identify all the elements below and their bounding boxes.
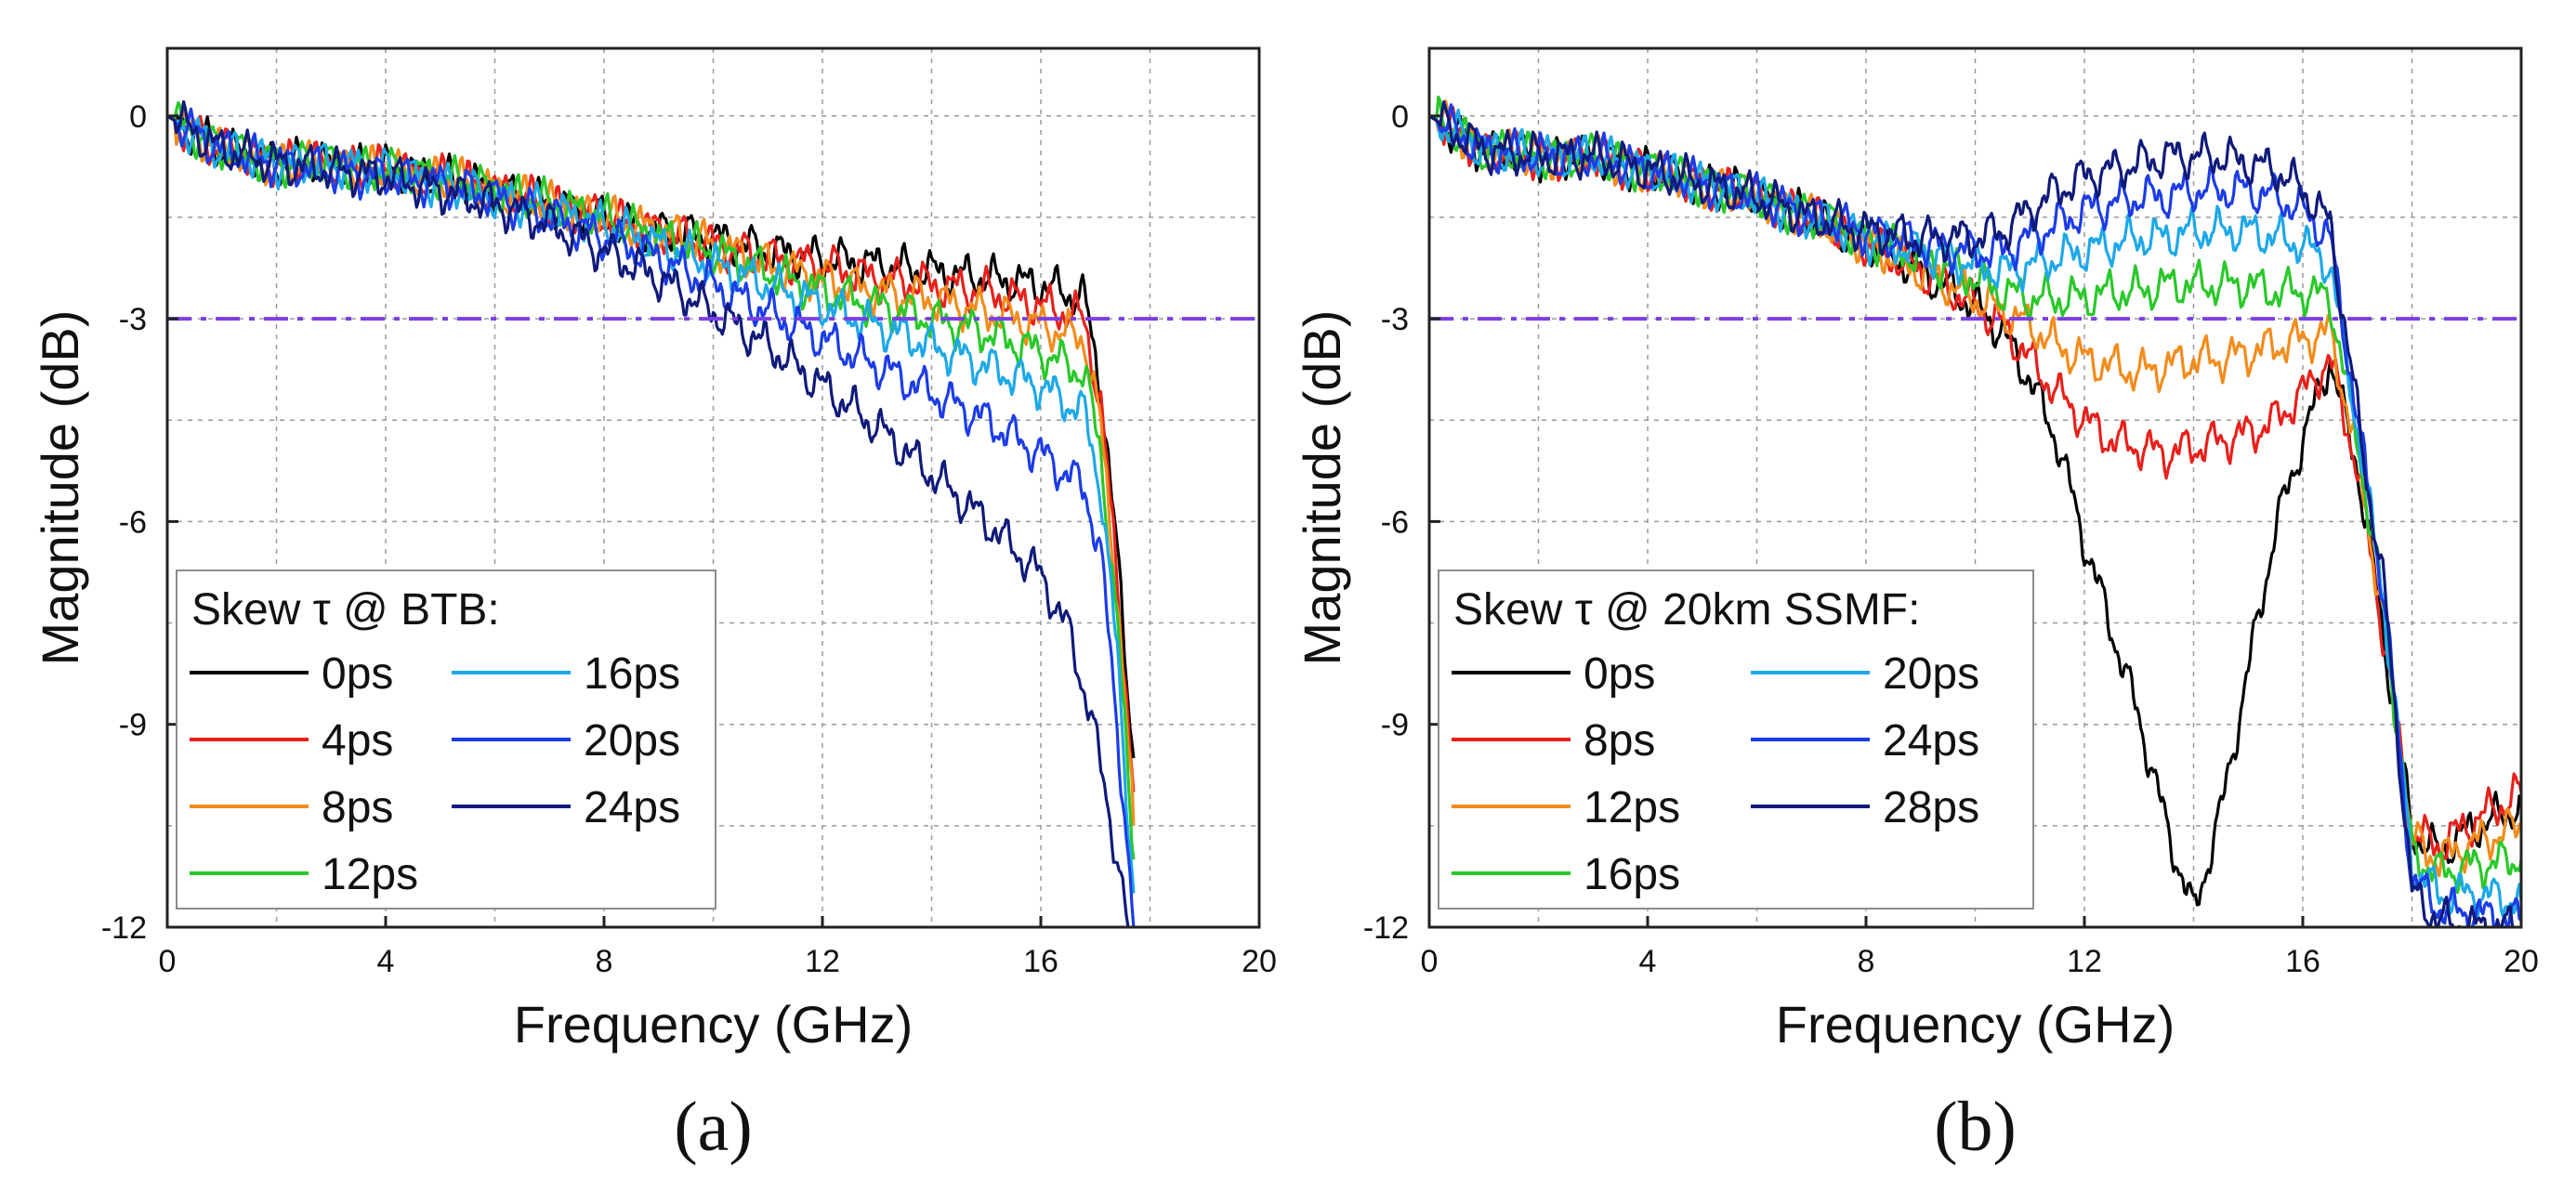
panel-label: (b) [1934, 1088, 2017, 1166]
x-tick-label: 0 [159, 944, 177, 979]
x-tick-label: 8 [1858, 944, 1875, 979]
x-tick-label: 16 [1023, 944, 1058, 979]
legend-label-8ps: 8ps [322, 783, 393, 832]
y-tick-label: -9 [119, 708, 147, 743]
panel-b: 0 4 8 12 16 20 0 -3 -6 -9 -12 Frequency (GHz) Magnit… [1293, 46, 2539, 1166]
y-tick-label: -6 [1381, 504, 1409, 540]
legend: Skew τ @ BTB: 0ps 4ps 8ps 12ps 16ps 20ps 24ps [176, 569, 716, 910]
x-tick-label: 0 [1421, 944, 1439, 979]
x-tick-label: 12 [2067, 944, 2102, 979]
legend-label-12ps: 12ps [322, 850, 418, 899]
series-group [1429, 95, 2521, 927]
x-axis-label: Frequency (GHz) [514, 995, 913, 1054]
y-tick-label: 0 [129, 99, 147, 135]
x-tick-label: 20 [1242, 944, 1277, 979]
y-tick-label: -9 [1381, 708, 1409, 743]
y-axis-label: Magnitude (dB) [1293, 310, 1351, 666]
legend-label-24ps: 24ps [1883, 716, 1979, 766]
series-line-28ps [1429, 99, 2521, 927]
legend-label-28ps: 28ps [1883, 783, 1979, 832]
x-tick-label: 8 [596, 944, 613, 979]
series-line-24ps [167, 99, 1130, 927]
legend-label-8ps: 8ps [1584, 716, 1655, 766]
legend-label-24ps: 24ps [584, 783, 680, 832]
plot-frame [165, 46, 1261, 929]
series-line-20ps [167, 107, 1136, 927]
legend-label-0ps: 0ps [322, 649, 393, 699]
y-tick-label: -6 [119, 504, 147, 540]
x-tick-label: 20 [2504, 944, 2539, 979]
x-tick-label: 16 [2285, 944, 2320, 979]
series-group [167, 99, 1136, 927]
x-tick-label: 12 [805, 944, 840, 979]
legend-label-16ps: 16ps [584, 649, 680, 699]
x-axis-label: Frequency (GHz) [1776, 995, 2175, 1054]
legend: Skew τ @ 20km SSMF: 0ps 8ps 12ps 16ps 20ps 24p… [1438, 569, 2034, 910]
legend-label-0ps: 0ps [1584, 649, 1655, 699]
legend-label-20ps: 20ps [584, 716, 680, 766]
panel-label: (a) [674, 1088, 752, 1166]
y-tick-label: -3 [119, 302, 147, 337]
y-tick-label: -12 [101, 910, 147, 946]
y-tick-label: -3 [1381, 302, 1409, 337]
legend-label-4ps: 4ps [322, 716, 393, 766]
series-line-12ps [167, 100, 1136, 860]
x-tick-label: 4 [377, 944, 395, 979]
legend-title: Skew τ @ BTB: [191, 585, 500, 635]
legend-title: Skew τ @ 20km SSMF: [1453, 585, 1920, 635]
y-tick-label: 0 [1391, 99, 1409, 135]
y-axis-label: Magnitude (dB) [31, 310, 89, 666]
x-tick-label: 4 [1639, 944, 1657, 979]
panel-a: 0 4 8 12 16 20 0 -3 -6 -9 -12 Frequency (GHz) Magnit… [31, 46, 1277, 1166]
legend-label-16ps: 16ps [1584, 850, 1680, 899]
plot-frame [1427, 46, 2523, 929]
series-line-0ps [1429, 114, 2521, 907]
legend-label-20ps: 20ps [1883, 649, 1979, 699]
y-tick-label: -12 [1363, 910, 1409, 946]
series-line-16ps [167, 114, 1136, 894]
legend-label-12ps: 12ps [1584, 783, 1680, 832]
